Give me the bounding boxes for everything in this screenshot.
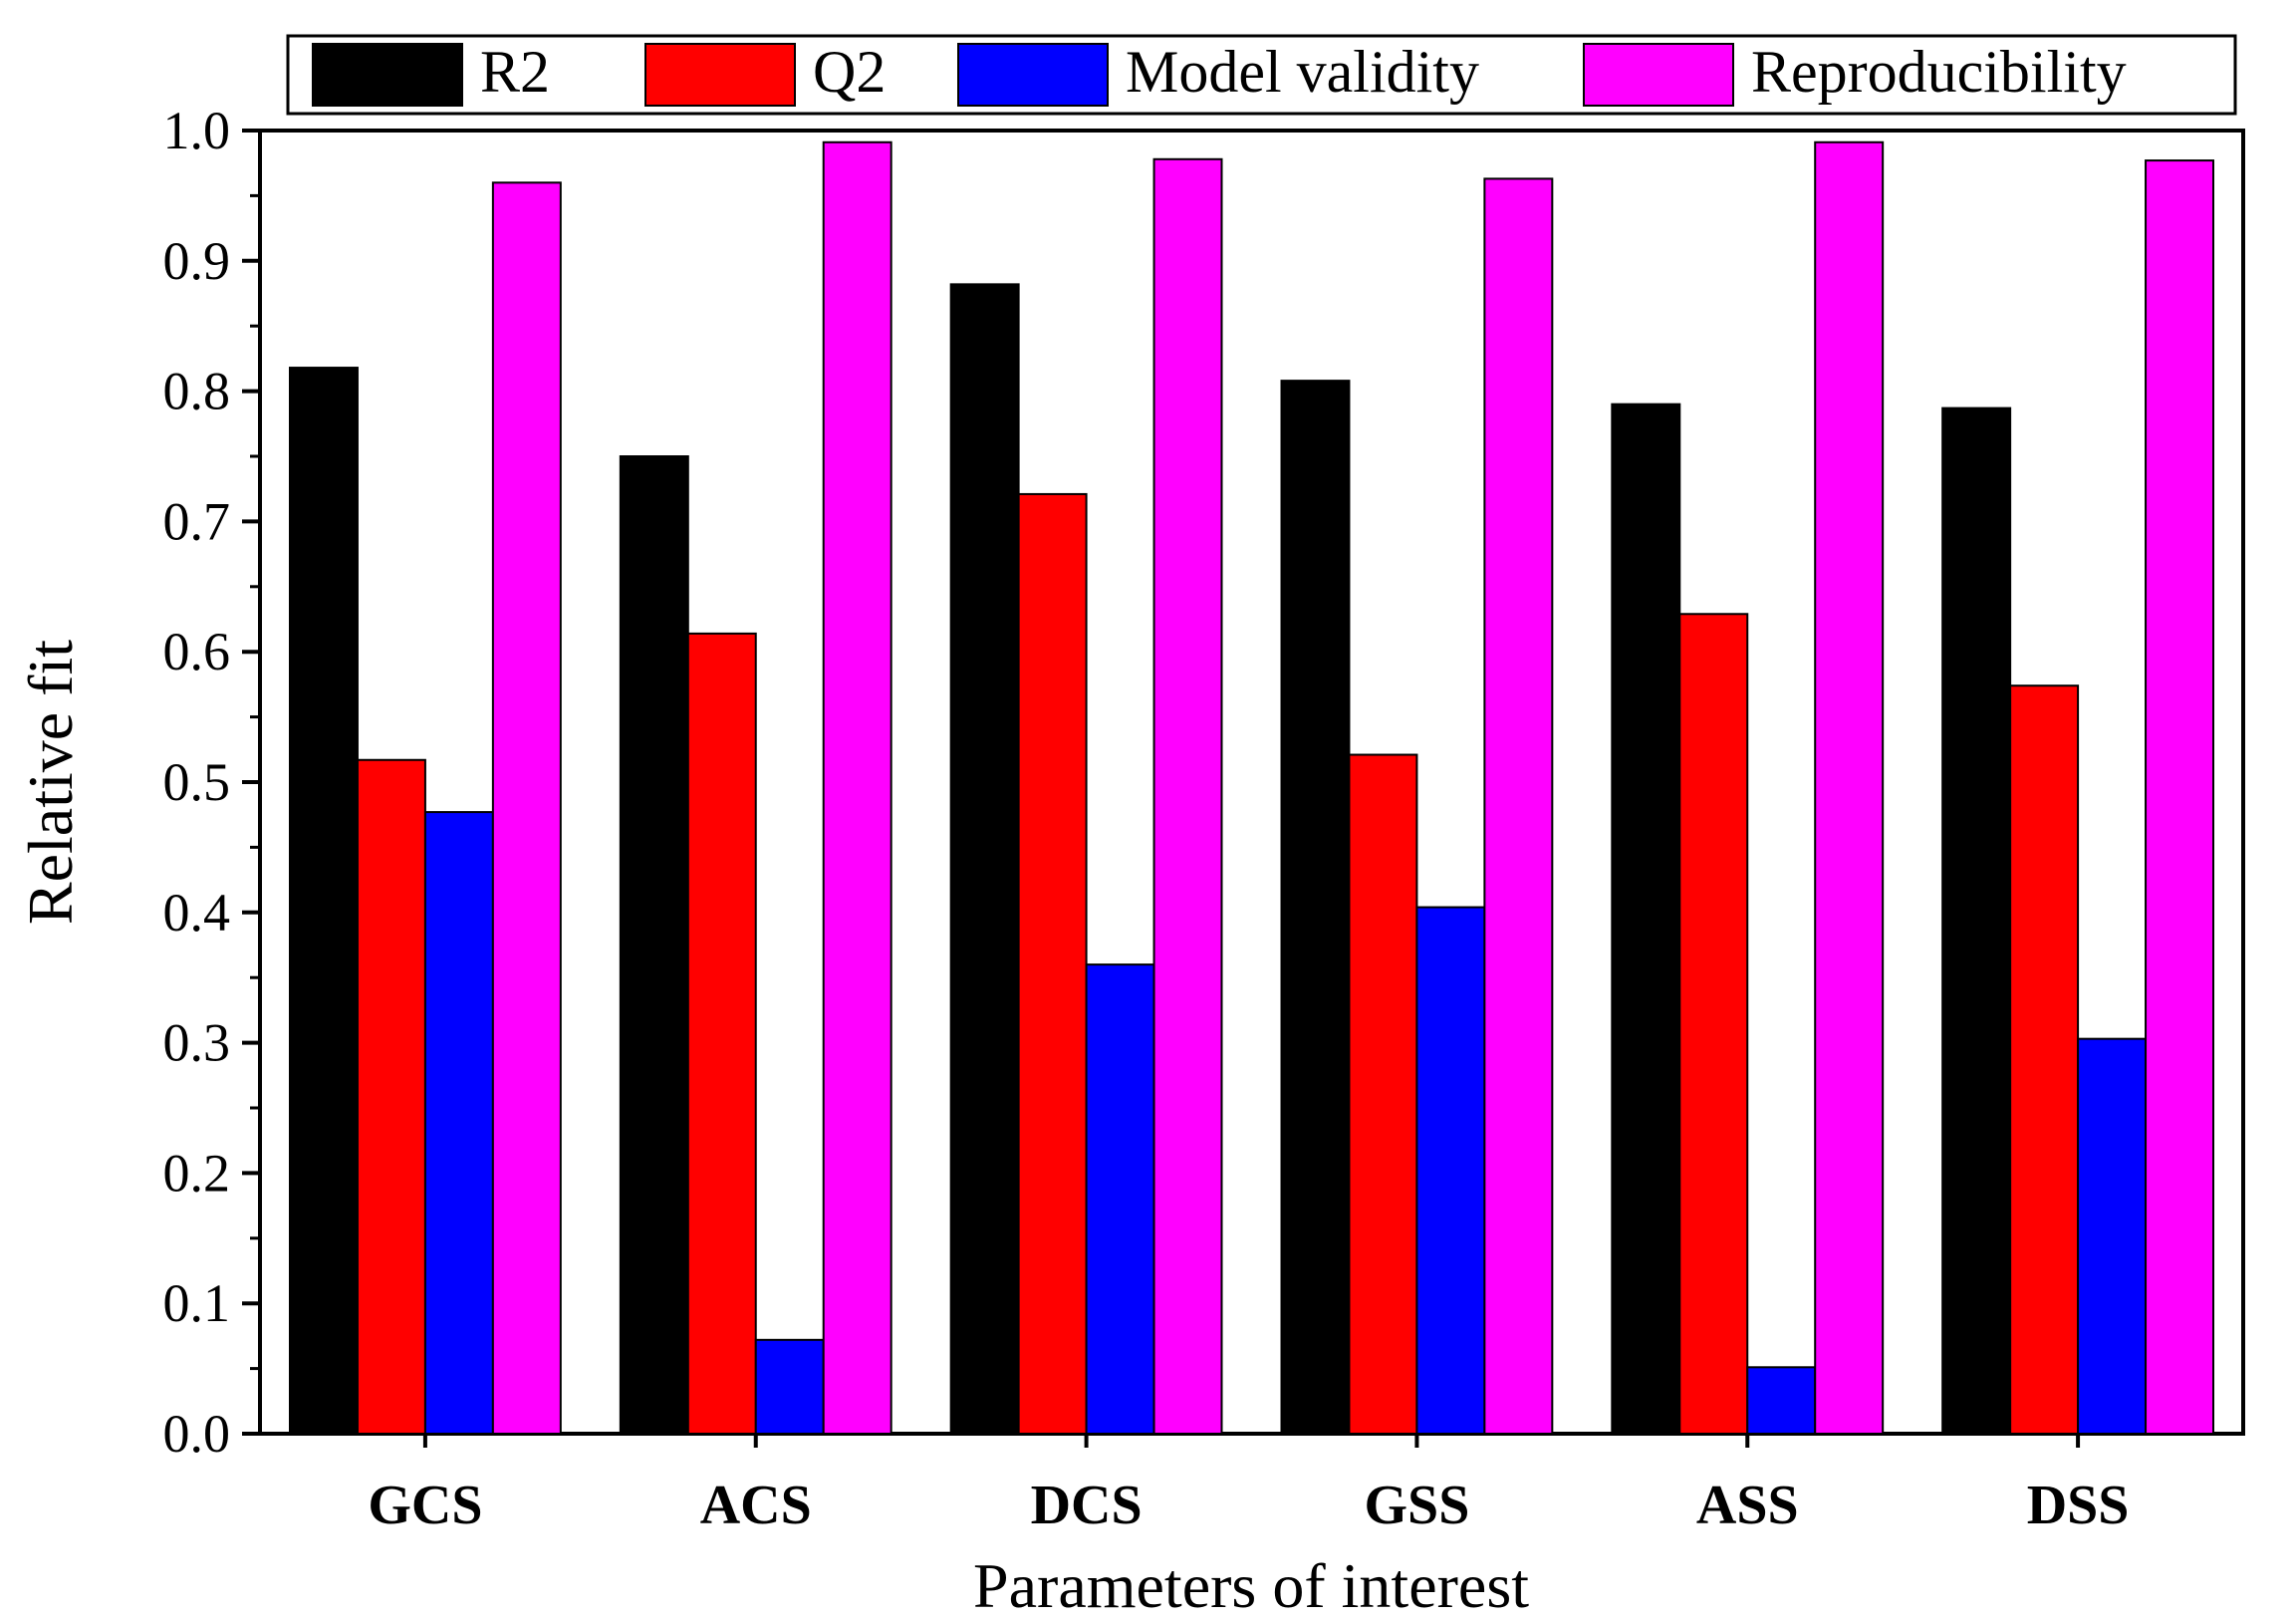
x-axis-title: Parameters of interest xyxy=(973,1550,1529,1621)
bar-ass-q2 xyxy=(1678,613,1749,1435)
y-tick-label: 0.2 xyxy=(163,1143,231,1203)
y-tick-label: 0.6 xyxy=(163,622,231,681)
bar-dss-model-validity xyxy=(2077,1037,2148,1436)
y-tick-label: 0.4 xyxy=(163,883,231,943)
x-tick-label: DCS xyxy=(1031,1475,1143,1536)
legend-label: Reproducibility xyxy=(1751,39,2127,105)
bar-dcs-model-validity xyxy=(1085,963,1155,1435)
bar-gss-reproducibility xyxy=(1483,177,1554,1435)
bar-gss-q2 xyxy=(1348,753,1418,1435)
y-tick-label: 0.5 xyxy=(163,752,231,812)
legend-label: R2 xyxy=(480,39,550,105)
y-tick-label: 0.3 xyxy=(163,1013,231,1073)
legend-swatch-q2 xyxy=(644,43,796,107)
y-tick-label: 0.0 xyxy=(163,1404,231,1464)
bar-gss-r2 xyxy=(1280,380,1351,1435)
bar-dcs-q2 xyxy=(1017,492,1088,1435)
bar-gss-model-validity xyxy=(1415,906,1486,1435)
legend: R2 Q2 Model validity Reproducibility xyxy=(312,39,2127,107)
x-axis: GCS ACS DCS GSS ASS DSS xyxy=(368,1434,2129,1536)
bar-acs-reproducibility xyxy=(822,140,893,1436)
x-tick-label: GSS xyxy=(1364,1475,1469,1536)
bar-dcs-r2 xyxy=(949,283,1020,1435)
legend-swatch-reproducibility xyxy=(1583,43,1734,107)
x-tick-label: ACS xyxy=(700,1475,812,1536)
x-tick-label: ASS xyxy=(1696,1475,1799,1536)
bar-acs-model-validity xyxy=(754,1338,825,1435)
bar-dss-r2 xyxy=(1941,406,2012,1435)
legend-label: Model validity xyxy=(1126,39,1479,105)
bar-gcs-model-validity xyxy=(423,811,494,1435)
bar-acs-q2 xyxy=(686,632,757,1435)
y-axis: 0.0 0.1 0.2 0.3 0.4 0.5 0.6 0.7 0.8 0.9 1.0 xyxy=(163,101,260,1464)
bar-gcs-r2 xyxy=(289,367,359,1435)
y-tick-label: 0.7 xyxy=(163,491,231,551)
bar-ass-model-validity xyxy=(1746,1366,1817,1435)
bar-gcs-reproducibility xyxy=(491,181,562,1436)
bar-gcs-q2 xyxy=(356,758,426,1435)
y-tick-label: 1.0 xyxy=(163,101,231,160)
x-tick-label: GCS xyxy=(368,1475,482,1536)
x-tick-label: DSS xyxy=(2027,1475,2130,1536)
legend-label: Q2 xyxy=(813,39,886,105)
y-tick-label: 0.9 xyxy=(163,231,231,291)
y-axis-title: Relative fit xyxy=(15,640,86,925)
legend-box xyxy=(286,34,2237,116)
y-tick-label: 0.8 xyxy=(163,362,231,421)
legend-swatch-r2 xyxy=(312,43,463,107)
bar-ass-reproducibility xyxy=(1814,140,1885,1436)
bar-dss-reproducibility xyxy=(2145,159,2215,1436)
bar-dss-q2 xyxy=(2009,684,2080,1435)
bar-ass-r2 xyxy=(1611,403,1681,1435)
legend-swatch-model-validity xyxy=(957,43,1109,107)
bar-acs-r2 xyxy=(619,455,689,1435)
bar-dcs-reproducibility xyxy=(1152,157,1223,1435)
bars xyxy=(289,140,2215,1436)
y-tick-label: 0.1 xyxy=(163,1273,231,1333)
